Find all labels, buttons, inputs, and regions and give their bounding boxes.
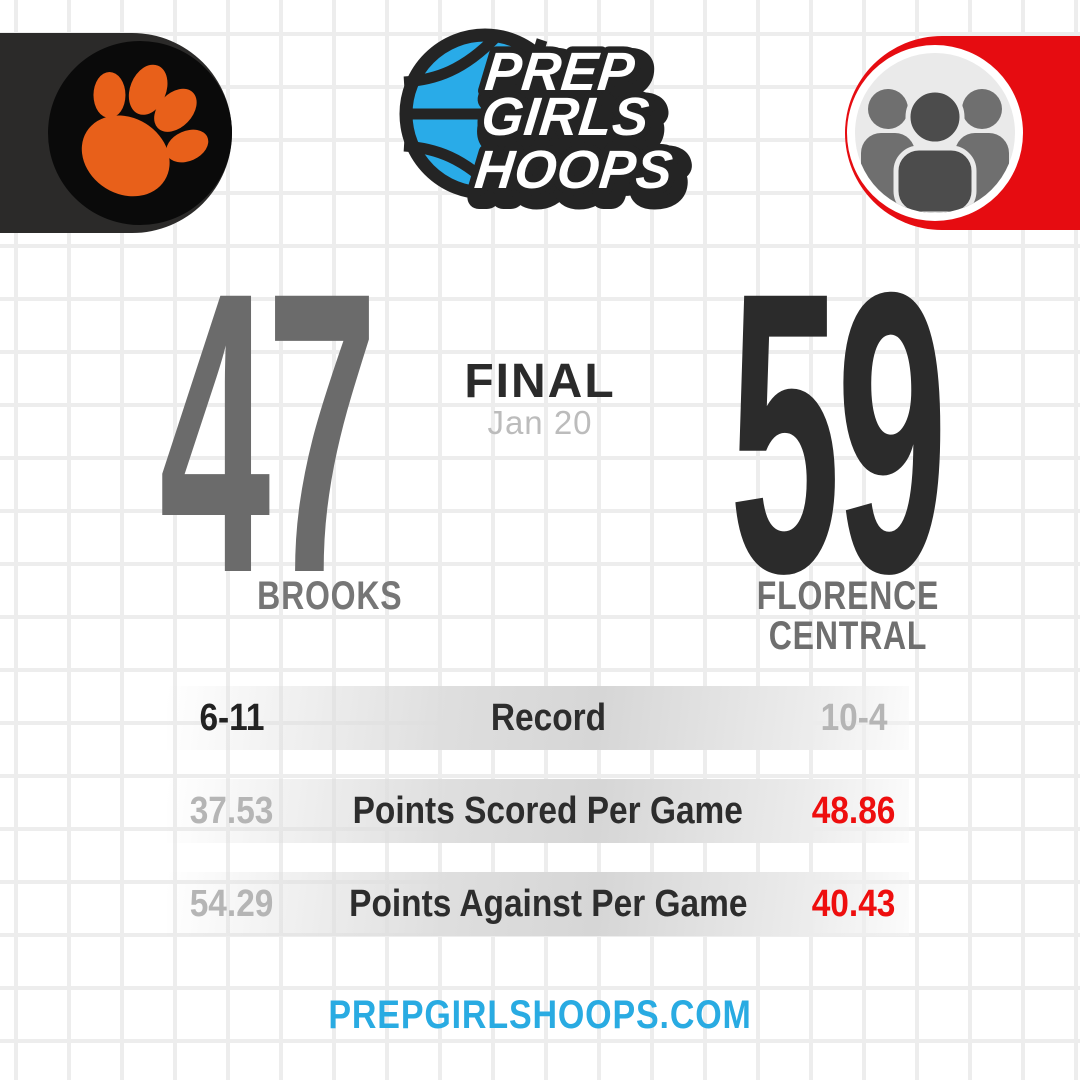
stat-row-points-scored: 37.53 Points Scored Per Game 48.86 (167, 779, 909, 843)
basketball-icon (399, 28, 571, 200)
svg-text:PREP: PREP (488, 50, 644, 110)
away-team-name: FLORENCE CENTRAL (756, 574, 940, 658)
home-team-logo-circle (48, 41, 232, 225)
svg-text:HOOPS: HOOPS (478, 148, 682, 208)
svg-text:HOOPS: HOOPS (472, 140, 676, 200)
stat-label: Record (490, 697, 606, 739)
brand-wordmark: PREP GIRLS HOOPS PREP GIRLS HOOPS (465, 36, 695, 215)
tiger-paw-icon (81, 64, 209, 197)
game-status: FINAL (464, 355, 616, 408)
away-team-logo-circle (847, 45, 1023, 221)
svg-text:GIRLS: GIRLS (485, 95, 659, 155)
away-record: 10-4 (820, 697, 888, 739)
stat-row-points-against: 54.29 Points Against Per Game 40.43 (167, 872, 909, 936)
away-team-avatar (855, 53, 1015, 213)
home-score: 47 (159, 209, 377, 656)
website-url: PREPGIRLSHOOPS.COM (328, 993, 752, 1037)
home-team-name: BROOKS (257, 574, 403, 618)
svg-text:PREP: PREP (482, 42, 638, 102)
game-date: Jan 20 (487, 404, 593, 441)
home-record: 6-11 (199, 697, 265, 739)
stat-row-record: 6-11 Record 10-4 (167, 686, 909, 750)
prep-girls-hoops-logo: PREP GIRLS HOOPS PREP GIRLS HOOPS (399, 28, 695, 215)
away-team-logo-pill (845, 36, 1080, 230)
stat-label: Points Against Per Game (348, 883, 748, 925)
home-points-against: 54.29 (190, 883, 274, 925)
team-avatar-icon (861, 87, 1009, 213)
away-score: 59 (729, 209, 947, 656)
away-points-scored: 48.86 (812, 790, 896, 832)
away-points-against: 40.43 (812, 883, 896, 925)
stat-label: Points Scored Per Game (352, 790, 744, 832)
home-team-logo-pill (0, 33, 232, 233)
home-points-scored: 37.53 (190, 790, 274, 832)
svg-text:GIRLS: GIRLS (479, 87, 653, 147)
